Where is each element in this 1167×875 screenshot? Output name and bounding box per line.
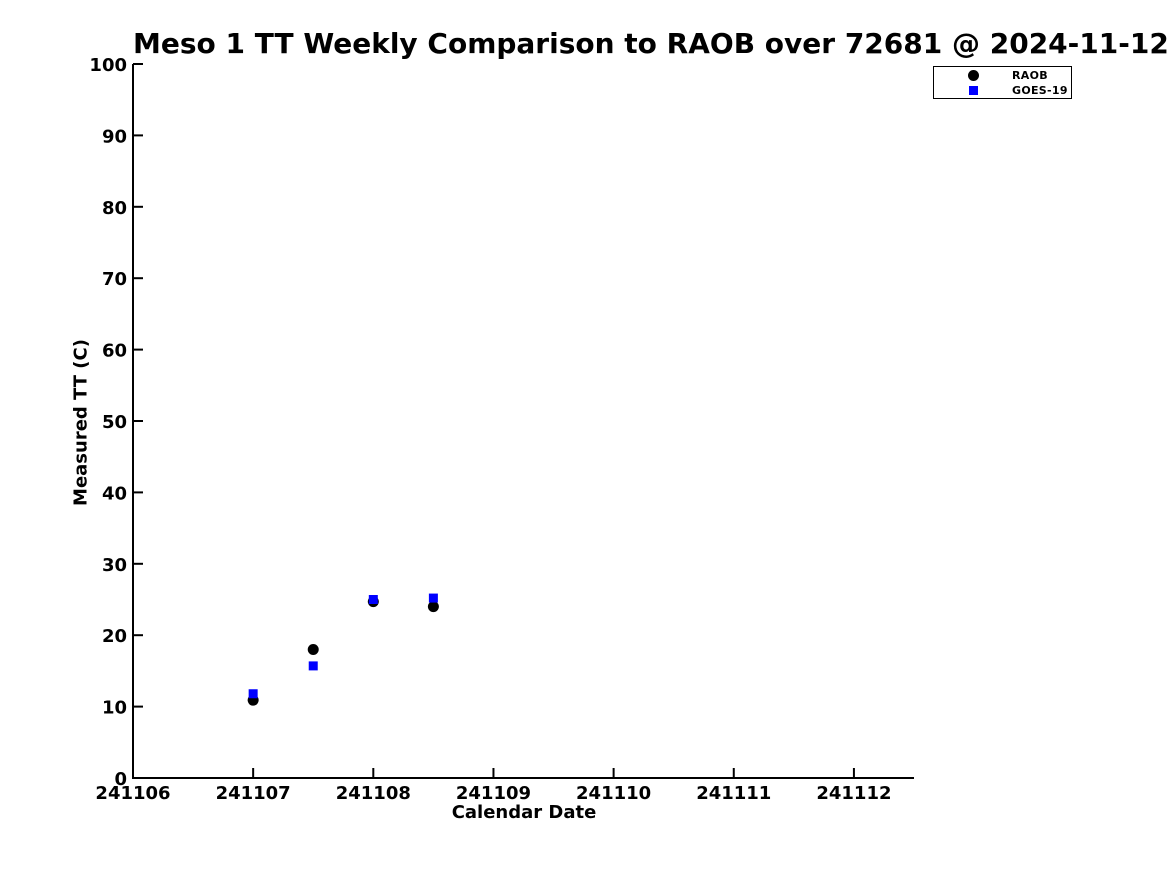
legend-handle — [934, 69, 1012, 81]
x-tick-label: 241106 — [95, 783, 170, 804]
raob-data-point — [427, 601, 439, 613]
x-axis-label: Calendar Date — [451, 802, 597, 823]
y-axis-label: Measured TT (C) — [70, 339, 92, 506]
y-tick-label: 70 — [102, 269, 127, 290]
raob-data-point — [307, 643, 319, 655]
y-tick-label: 80 — [102, 198, 127, 219]
x-tick-label: 241111 — [696, 783, 771, 804]
y-tick-label: 60 — [102, 341, 127, 362]
goes-19-data-point — [428, 593, 438, 603]
y-tick-label: 40 — [102, 483, 127, 504]
legend-handle — [934, 85, 1012, 95]
y-tick-label: 50 — [102, 412, 127, 433]
x-tick-label: 241109 — [456, 783, 531, 804]
x-tick-label: 241107 — [216, 783, 291, 804]
y-tick-label: 90 — [102, 126, 127, 147]
legend: RAOB GOES-19 — [933, 66, 1072, 99]
goes-19-data-point — [248, 689, 258, 699]
legend-entry-goes-19: GOES-19 — [934, 83, 1071, 98]
y-tick-label: 100 — [89, 55, 127, 76]
raob-circle-marker-icon — [967, 69, 979, 81]
legend-label-goes-19: GOES-19 — [1012, 83, 1068, 97]
y-tick-label: 30 — [102, 555, 127, 576]
x-tick-label: 241112 — [816, 783, 891, 804]
x-tick-label: 241110 — [576, 783, 651, 804]
goes-19-square-marker-icon — [968, 85, 978, 95]
y-tick-label: 0 — [114, 769, 127, 790]
y-tick-label: 20 — [102, 626, 127, 647]
legend-entry-raob: RAOB — [934, 68, 1071, 83]
y-tick-label: 10 — [102, 698, 127, 719]
goes-19-data-point — [368, 595, 378, 604]
x-tick-label: 241108 — [336, 783, 411, 804]
legend-label-raob: RAOB — [1012, 68, 1048, 82]
goes-19-data-point — [308, 661, 318, 671]
